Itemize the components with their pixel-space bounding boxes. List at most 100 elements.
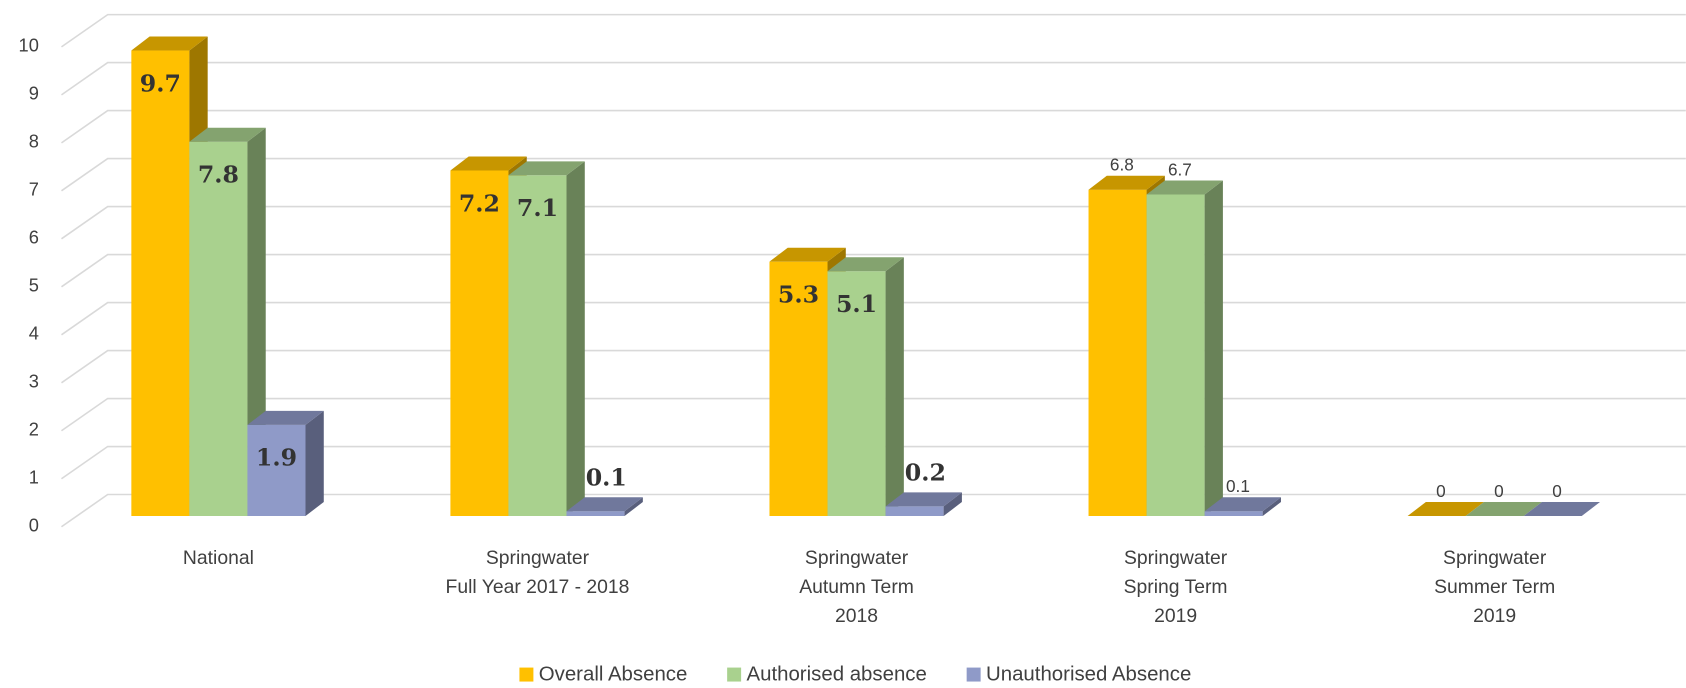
bar bbox=[1407, 502, 1484, 516]
bar bbox=[247, 410, 324, 516]
x-tick-label: Springwater Summer Term 2019 bbox=[1434, 547, 1555, 627]
data-label: 9.7 bbox=[140, 69, 181, 97]
y-tick-label: 0 bbox=[29, 515, 39, 536]
data-label: 6.7 bbox=[1168, 159, 1192, 179]
legend-swatch bbox=[966, 667, 981, 682]
grid-line bbox=[61, 13, 1686, 48]
bar-side bbox=[624, 497, 643, 516]
data-label: 5.3 bbox=[778, 281, 819, 309]
bar-side bbox=[1262, 497, 1281, 516]
bar-front bbox=[885, 506, 944, 516]
y-tick-label: 3 bbox=[29, 371, 39, 392]
x-tick-line: Autumn Term bbox=[799, 576, 914, 598]
bar bbox=[885, 492, 962, 516]
bar-side bbox=[943, 492, 962, 516]
bar-front bbox=[1204, 511, 1263, 516]
data-label: 0 bbox=[1552, 481, 1562, 501]
bar-front bbox=[450, 170, 509, 516]
bar-top bbox=[885, 492, 962, 507]
x-tick-line: Springwater bbox=[486, 547, 590, 569]
x-tick-label: Springwater Full Year 2017 - 2018 bbox=[446, 547, 630, 598]
y-tick-label: 1 bbox=[29, 467, 39, 488]
data-label: 7.2 bbox=[459, 189, 500, 217]
grid-line bbox=[61, 109, 1686, 144]
y-tick-label: 5 bbox=[29, 275, 39, 296]
x-tick-line: 2019 bbox=[1154, 605, 1197, 627]
bar-front bbox=[1088, 189, 1147, 517]
bar bbox=[1523, 502, 1601, 516]
bar-top bbox=[1523, 502, 1601, 516]
legend-swatch bbox=[727, 667, 742, 682]
legend-label: Unauthorised Absence bbox=[986, 663, 1191, 685]
x-tick-label: Springwater Spring Term 2019 bbox=[1124, 547, 1228, 627]
bar bbox=[827, 257, 904, 516]
y-tick-label: 9 bbox=[29, 83, 39, 104]
bar-side bbox=[1204, 180, 1223, 516]
bar-front bbox=[131, 50, 190, 517]
x-tick-line: Full Year 2017 - 2018 bbox=[446, 576, 630, 598]
bar bbox=[566, 497, 643, 516]
bar-front bbox=[1146, 194, 1205, 517]
data-label: 1.9 bbox=[256, 444, 297, 472]
bar bbox=[189, 127, 266, 517]
bar-front bbox=[566, 511, 625, 516]
x-tick-line: Springwater bbox=[1443, 547, 1547, 569]
grid-line bbox=[61, 205, 1686, 240]
legend-label: Overall Absence bbox=[539, 663, 688, 685]
y-tick-label: 2 bbox=[29, 419, 39, 440]
data-label: 0.1 bbox=[1226, 476, 1250, 496]
y-tick-label: 4 bbox=[29, 323, 39, 344]
bar-top bbox=[1088, 175, 1165, 190]
bar-top bbox=[1465, 502, 1542, 516]
grid-line bbox=[61, 157, 1686, 192]
data-label: 0 bbox=[1494, 481, 1504, 501]
bar-top bbox=[508, 161, 585, 176]
bar-side bbox=[566, 161, 585, 516]
bar-top bbox=[1407, 502, 1484, 516]
bar bbox=[1204, 497, 1281, 516]
x-tick-line: Spring Term bbox=[1124, 576, 1228, 598]
x-tick-line: Springwater bbox=[805, 547, 909, 569]
y-tick-label: 6 bbox=[29, 227, 39, 248]
bar-top bbox=[1146, 180, 1223, 195]
data-label: 5.1 bbox=[836, 290, 877, 318]
data-label: 7.1 bbox=[517, 194, 558, 222]
bar-top bbox=[189, 127, 266, 142]
bar-front bbox=[189, 141, 248, 517]
grid-line bbox=[61, 61, 1686, 96]
legend-swatch bbox=[519, 667, 534, 682]
x-tick-line: 2018 bbox=[835, 605, 878, 627]
bar-top bbox=[769, 247, 846, 262]
bar-front bbox=[508, 175, 567, 516]
data-label: 7.8 bbox=[198, 161, 239, 189]
x-tick-line: Summer Term bbox=[1434, 576, 1555, 598]
bar bbox=[508, 161, 585, 516]
bar-top bbox=[566, 497, 643, 512]
bar bbox=[1146, 180, 1223, 517]
bar-front bbox=[827, 271, 886, 516]
data-label: 0.2 bbox=[905, 459, 946, 487]
x-tick-line: National bbox=[183, 547, 254, 569]
x-tick-line: 2019 bbox=[1473, 605, 1516, 627]
bar-top bbox=[247, 410, 324, 425]
bar-top bbox=[827, 257, 904, 272]
y-tick-label: 8 bbox=[29, 131, 39, 152]
bar-top bbox=[450, 156, 527, 171]
bar-side bbox=[885, 257, 904, 516]
data-label: 6.8 bbox=[1110, 155, 1134, 175]
bar bbox=[1465, 502, 1542, 516]
data-label: 0.1 bbox=[586, 463, 627, 491]
x-tick-label: Springwater Autumn Term 2018 bbox=[799, 547, 914, 627]
x-tick-line: Springwater bbox=[1124, 547, 1228, 569]
x-tick-label: National bbox=[183, 547, 254, 569]
data-label: 0 bbox=[1436, 481, 1446, 501]
y-tick-label: 7 bbox=[29, 179, 39, 200]
bar-side bbox=[305, 410, 324, 516]
bar-front bbox=[247, 424, 306, 516]
legend-label: Authorised absence bbox=[746, 663, 926, 685]
bar-top bbox=[131, 36, 208, 51]
y-tick-label: 10 bbox=[19, 35, 39, 56]
bar-front bbox=[769, 261, 828, 516]
